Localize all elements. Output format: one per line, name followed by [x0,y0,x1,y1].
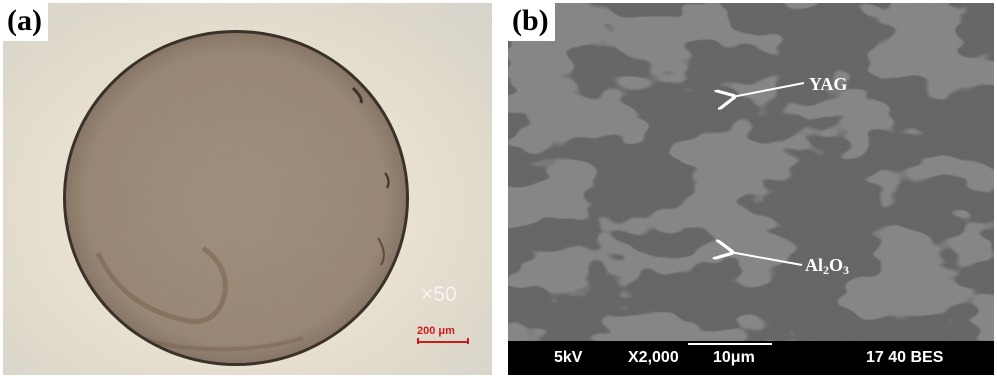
sem-info-bar: 5kV X2,000 10μm 17 40 BES [508,341,994,375]
voltage-label: 5kV [554,349,583,366]
sem-id-label: 17 40 BES [866,349,944,366]
sem-magnification-label: X2,000 [628,349,679,366]
alumina-arrow [730,252,803,266]
sem-micrograph-panel: (b) YAG Al2O3 5kV X2,000 10μm 17 40 BES [508,3,994,375]
yag-label: YAG [809,74,848,94]
panel-b-label: (b) [508,3,555,41]
alumina-label: Al2O3 [805,255,850,277]
sem-scale-label: 10μm [713,349,755,366]
optical-micrograph-panel: (a) ×50 200 μm [3,3,492,375]
sem-microstructure-graphic [508,3,994,341]
yag-arrow [732,82,805,97]
sem-scale-bar [688,343,772,345]
scale-bar-label: 200 μm [417,325,455,337]
sample-disc-graphic [63,30,409,366]
scale-bar [417,338,469,344]
magnification-label: ×50 [421,283,457,306]
panel-a-label: (a) [3,3,48,41]
